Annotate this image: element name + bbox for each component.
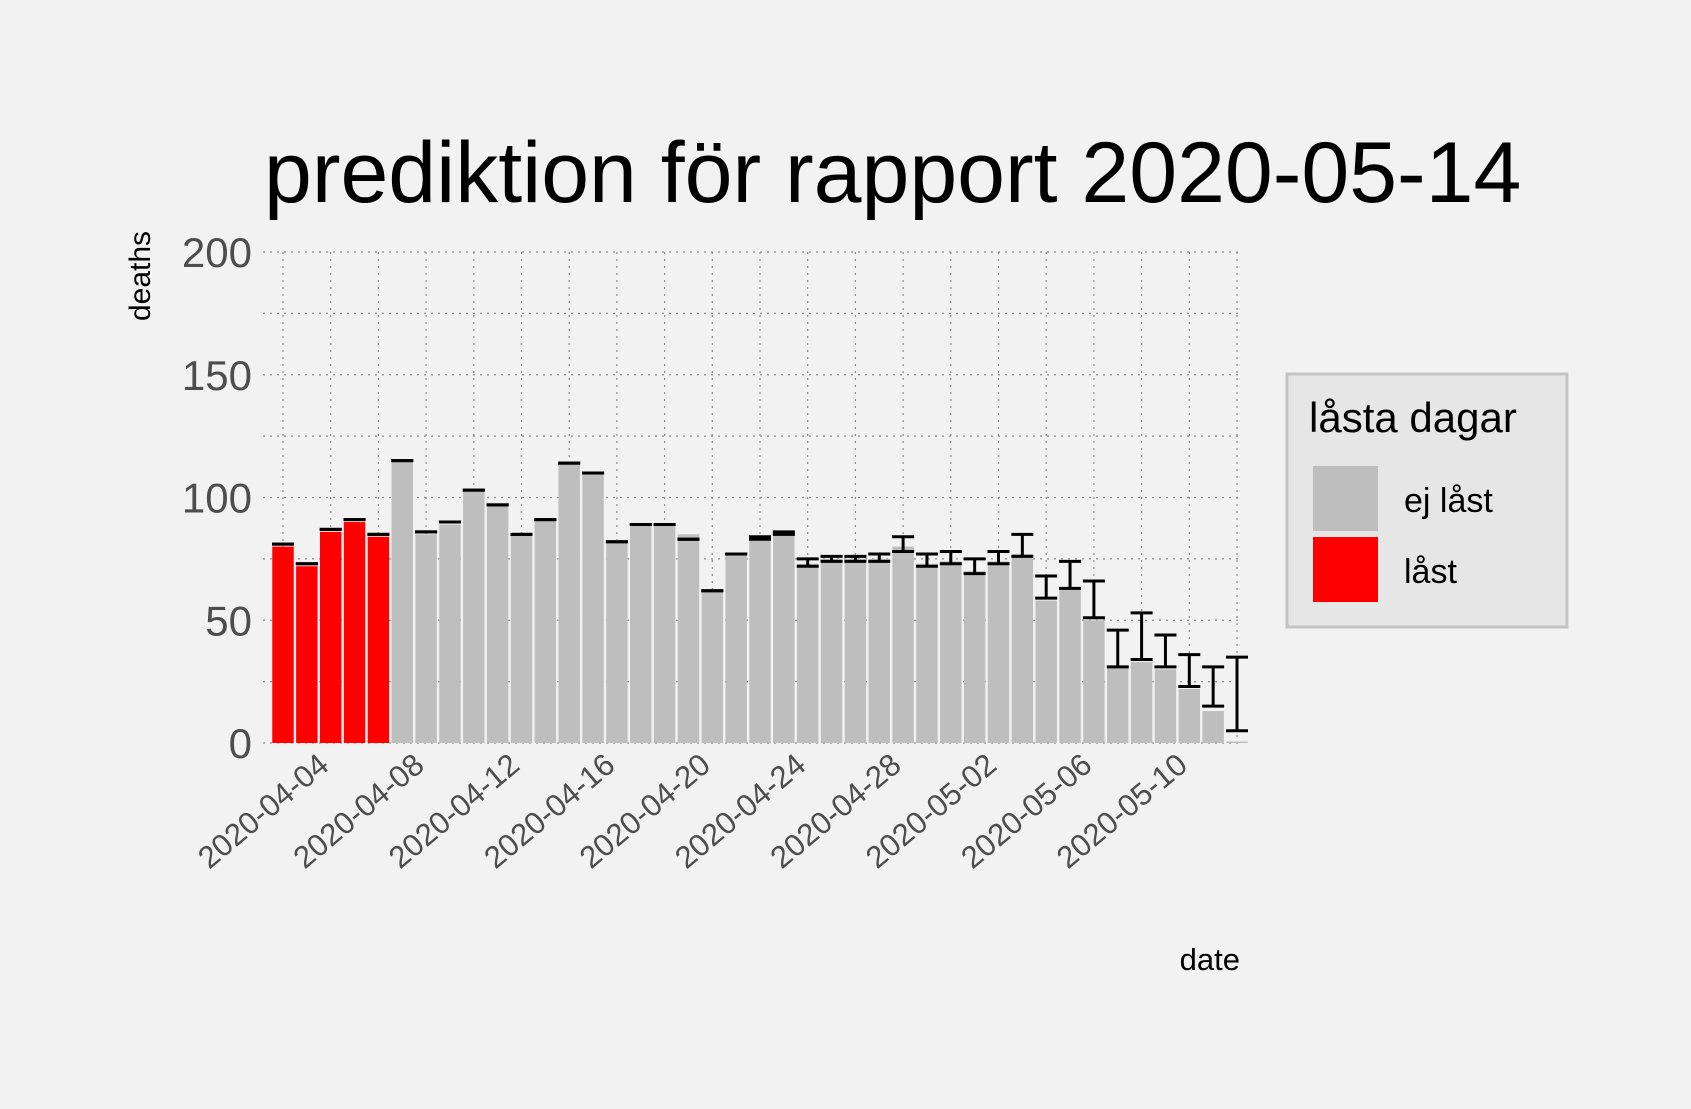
bar-2020-05-11 bbox=[1202, 711, 1224, 743]
errorbar-2020-04-30 bbox=[939, 550, 962, 566]
errorbar-2020-05-04 bbox=[1035, 574, 1058, 600]
bar-2020-05-05 bbox=[1059, 588, 1081, 743]
bar-2020-04-03 bbox=[296, 566, 318, 743]
bar-2020-04-27 bbox=[868, 558, 890, 743]
bar-2020-04-02 bbox=[272, 546, 294, 743]
bars bbox=[272, 460, 1248, 743]
bar-2020-04-21 bbox=[725, 553, 747, 743]
errorbar-2020-05-08 bbox=[1130, 611, 1153, 662]
bar-2020-04-30 bbox=[940, 561, 962, 743]
x-axis-label: date bbox=[1180, 942, 1240, 977]
bar-2020-04-14 bbox=[558, 463, 580, 743]
bar-2020-04-20 bbox=[701, 590, 724, 743]
bar-2020-05-06 bbox=[1083, 620, 1105, 743]
legend-label-ej-last: ej låst bbox=[1404, 482, 1493, 520]
errorbar-2020-04-26 bbox=[844, 554, 867, 563]
bar-2020-05-04 bbox=[1035, 600, 1057, 743]
bar-2020-04-19 bbox=[677, 534, 700, 743]
chart-title: prediktion för rapport 2020-05-14 bbox=[264, 125, 1521, 221]
bar-2020-05-10 bbox=[1178, 688, 1201, 743]
y-tick-label-150: 150 bbox=[182, 352, 252, 399]
bar-2020-04-04 bbox=[319, 531, 342, 743]
bar-2020-04-18 bbox=[653, 524, 676, 743]
errorbar-2020-05-10 bbox=[1178, 653, 1201, 689]
errorbar-2020-04-23 bbox=[772, 530, 795, 536]
bar-2020-04-08 bbox=[415, 534, 437, 743]
bar-2020-04-10 bbox=[463, 490, 485, 743]
errorbar-2020-05-01 bbox=[963, 557, 986, 576]
error-bars bbox=[272, 459, 1248, 733]
bar-2020-04-06 bbox=[367, 536, 390, 743]
legend: låsta dagar ej låst låst bbox=[1285, 372, 1569, 629]
bar-2020-05-01 bbox=[963, 571, 986, 743]
errorbar-2020-04-25 bbox=[820, 554, 843, 563]
errorbar-2020-05-07 bbox=[1106, 628, 1129, 669]
errorbar-2020-05-03 bbox=[1011, 532, 1034, 558]
bar-2020-05-03 bbox=[1011, 553, 1034, 743]
bar-2020-04-22 bbox=[749, 539, 771, 743]
bar-2020-04-15 bbox=[582, 472, 604, 743]
bar-2020-04-07 bbox=[391, 460, 413, 743]
errorbar-2020-05-06 bbox=[1082, 579, 1105, 620]
bar-2020-04-25 bbox=[820, 558, 843, 743]
legend-swatch-ej-last bbox=[1313, 466, 1378, 531]
bar-2020-05-08 bbox=[1130, 661, 1153, 743]
errorbar-2020-04-24 bbox=[796, 557, 819, 568]
bar-2020-05-07 bbox=[1107, 666, 1129, 743]
errorbar-2020-05-02 bbox=[987, 550, 1010, 566]
errorbar-2020-04-27 bbox=[868, 552, 891, 563]
bar-2020-04-11 bbox=[486, 504, 509, 743]
legend-label-last: låst bbox=[1404, 553, 1457, 591]
bar-2020-04-17 bbox=[630, 524, 652, 743]
errorbar-2020-04-22 bbox=[749, 535, 771, 541]
errorbar-2020-05-11 bbox=[1202, 665, 1225, 708]
errorbar-2020-05-12 bbox=[1226, 655, 1248, 733]
bar-2020-04-26 bbox=[844, 558, 867, 743]
bar-2020-04-23 bbox=[773, 534, 795, 743]
bar-2020-05-09 bbox=[1154, 669, 1177, 743]
legend-swatch-last bbox=[1313, 537, 1378, 602]
y-tick-label-50: 50 bbox=[205, 597, 252, 644]
bar-2020-04-09 bbox=[439, 524, 461, 743]
bar-2020-04-13 bbox=[534, 519, 557, 743]
errorbar-2020-04-29 bbox=[915, 552, 938, 568]
y-tick-labels: 0 50 100 150 200 bbox=[182, 229, 252, 767]
y-tick-label-200: 200 bbox=[182, 229, 252, 276]
errorbar-2020-05-05 bbox=[1059, 559, 1082, 590]
bar-2020-04-29 bbox=[916, 563, 938, 743]
bar-2020-04-16 bbox=[606, 541, 628, 743]
errorbar-2020-04-28 bbox=[892, 535, 915, 554]
errorbar-2020-05-09 bbox=[1154, 633, 1177, 669]
bar-2020-04-24 bbox=[796, 563, 819, 743]
bar-2020-04-05 bbox=[343, 522, 366, 743]
bar-2020-05-12 bbox=[1226, 741, 1248, 743]
bar-2020-04-28 bbox=[892, 546, 914, 743]
bar-2020-04-12 bbox=[510, 534, 533, 743]
bar-2020-05-02 bbox=[987, 561, 1010, 743]
y-tick-label-0: 0 bbox=[229, 720, 252, 767]
y-axis-label: deaths bbox=[124, 231, 157, 321]
y-tick-label-100: 100 bbox=[182, 475, 252, 522]
legend-title: låsta dagar bbox=[1309, 394, 1517, 441]
